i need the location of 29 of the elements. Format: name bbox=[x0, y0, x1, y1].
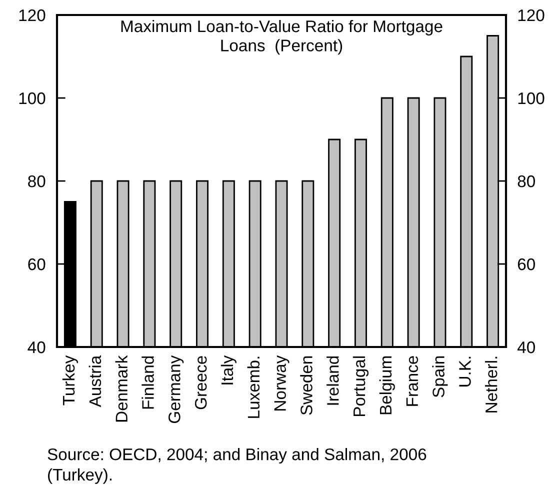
x-tick-label: Netherl. bbox=[485, 356, 498, 412]
x-tick-label: Germany bbox=[168, 355, 184, 424]
x-tick-label: U.K. bbox=[459, 356, 471, 386]
y2-tick-label: 80 bbox=[518, 175, 535, 188]
y2-tick-label: 60 bbox=[518, 258, 535, 270]
y-tick-label: 40 bbox=[28, 341, 46, 354]
y-tick-label: 60 bbox=[28, 258, 46, 270]
x-tick-label: Turkey bbox=[62, 355, 78, 406]
x-tick-label: Ireland bbox=[326, 356, 339, 405]
text: Maximum Loan-to-Value Ratio for Mortgage Loans (Percent) bbox=[121, 20, 442, 55]
y2-tick-label: 120 bbox=[518, 9, 544, 22]
x-tick-label: Spain bbox=[432, 356, 448, 398]
source-note: Source: OECD, 2004; and Binay and Salman, 2006 (Turkey). bbox=[48, 448, 426, 484]
x-tick-label: Italy bbox=[220, 355, 236, 384]
x-tick-label: Greece bbox=[194, 356, 207, 410]
x-tick-label: France bbox=[406, 356, 418, 406]
y2-tick-label: 100 bbox=[518, 92, 544, 104]
x-tick-label: Norway bbox=[274, 355, 290, 410]
x-tick-label: Denmark bbox=[115, 355, 128, 422]
y-tick-label: 80 bbox=[28, 175, 46, 188]
y-tick-label: 100 bbox=[19, 92, 46, 104]
x-tick-label: Luxemb. bbox=[247, 356, 260, 418]
x-tick-label: Sweden bbox=[300, 356, 312, 415]
x-tick-label: Finland bbox=[142, 356, 154, 409]
x-tick-label: Belgium bbox=[379, 356, 395, 414]
x-tick-label: Austria bbox=[88, 355, 102, 408]
y2-tick-label: 40 bbox=[517, 341, 535, 354]
x-tick-label: Portugal bbox=[352, 356, 369, 416]
y-tick-label: 120 bbox=[19, 9, 46, 22]
